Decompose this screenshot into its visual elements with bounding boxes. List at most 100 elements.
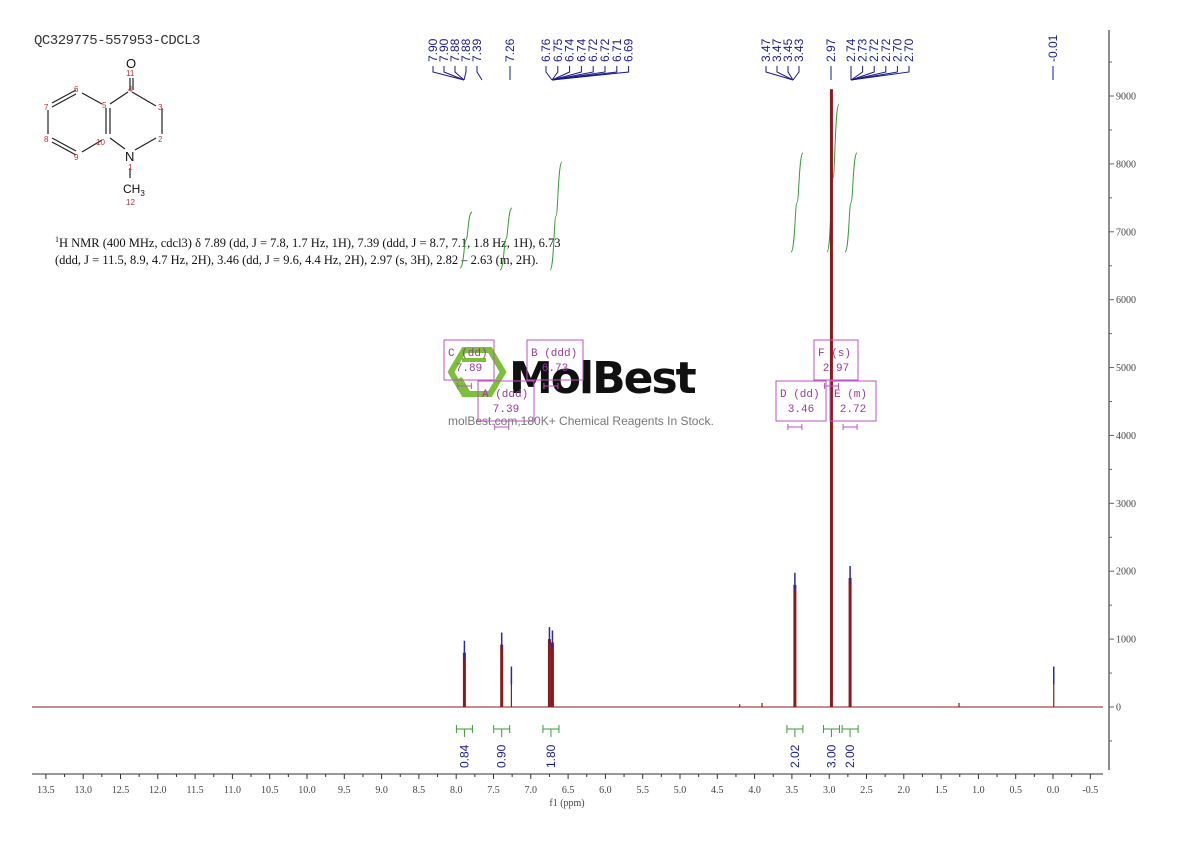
x-tick-label: 8.0	[450, 785, 463, 796]
svg-text:5: 5	[102, 101, 107, 110]
peak-shift-label: 6.74	[563, 38, 577, 62]
multiplet-box	[443, 339, 495, 381]
nmr-description-line-1: 1H NMR (400 MHz, cdcl3) δ 7.89 (dd, J = …	[55, 235, 561, 251]
integral-value: 1.80	[544, 744, 558, 768]
x-tick-label: 12.0	[149, 785, 167, 796]
y-tick-label: 7000	[1116, 227, 1136, 238]
spectrum-peak	[848, 578, 852, 707]
y-tick-label: 4000	[1116, 431, 1136, 442]
multiplet-shift: 2.72	[840, 404, 866, 416]
x-tick-label: 4.0	[748, 785, 761, 796]
peak-shift-label: 3.47	[759, 38, 773, 62]
spectrum-peak	[462, 652, 466, 707]
sample-id-title: QC329775-557953-CDCL3	[34, 33, 200, 49]
multiplet-shift: 2.97	[823, 363, 849, 375]
peak-shift-label: 2.72	[867, 38, 881, 62]
peak-shift-label: 6.69	[622, 38, 636, 62]
spectrum-peak	[829, 89, 833, 707]
y-tick-label: 5000	[1116, 363, 1136, 374]
x-tick-label: 7.5	[487, 785, 500, 796]
x-tick-label: 3.0	[823, 785, 836, 796]
peak-shift-label: 2.70	[890, 38, 904, 62]
x-tick-label: 6.0	[599, 785, 612, 796]
svg-text:1: 1	[128, 163, 133, 172]
x-tick-label: 10.0	[298, 785, 316, 796]
peak-shift-label: 3.43	[792, 38, 806, 62]
peak-shift-label: 2.97	[824, 38, 838, 62]
x-axis: 13.5 13.0 12.5 12.0 11.5 11.0 10.5 10.0 9.5 9.0 8.…	[32, 773, 1103, 809]
x-tick-label: 2.0	[898, 785, 911, 796]
x-tick-label: 11.5	[187, 785, 204, 796]
x-tick-label: 13.5	[37, 785, 55, 796]
multiplet-type: F (s)	[818, 348, 851, 360]
x-tick-label: 7.0	[525, 785, 538, 796]
peak-shift-label: 7.90	[426, 38, 440, 62]
x-tick-label: 5.5	[636, 785, 649, 796]
svg-text:3: 3	[158, 103, 163, 112]
y-axis: 0 1000 2000 3000 4000 5000 6000 7000 8000 9000	[1108, 30, 1136, 770]
multiplet-type: D (dd)	[780, 389, 820, 401]
multiplet-box	[477, 380, 535, 422]
peak-shift-label: 2.74	[844, 38, 858, 62]
peak-labels: 7.907.907.887.887.39 7.26 6.766.756.746.74…	[426, 34, 1060, 81]
molecule-structure: O 11 4 3 2 N 1 CH3 12 10 5 6 7 8 9	[44, 56, 163, 207]
peak-shift-label: 6.71	[610, 38, 624, 62]
watermark: MolBest molBest.com,180K+ Chemical Reagen…	[447, 347, 714, 428]
svg-text:4: 4	[128, 85, 133, 94]
spectrum-peak	[761, 702, 763, 707]
x-tick-label: 0.0	[1047, 785, 1060, 796]
integral-value: 2.02	[788, 744, 802, 768]
x-tick-label: 6.5	[562, 785, 575, 796]
integral-labels: 0.84 0.90 1.80 2.02 3.00 2.00	[455, 725, 859, 768]
x-tick-label: 9.0	[375, 785, 388, 796]
peak-shift-label: 7.88	[448, 38, 462, 62]
svg-text:8: 8	[44, 135, 49, 144]
peak-shift-label: 2.70	[902, 38, 916, 62]
y-tick-label: 6000	[1116, 295, 1136, 306]
svg-text:2: 2	[158, 135, 163, 144]
peak-shift-label: 6.75	[551, 38, 565, 62]
svg-text:10: 10	[96, 138, 105, 147]
peak-shift-label: 7.26	[503, 38, 517, 62]
x-tick-label: 2.5	[860, 785, 873, 796]
spectrum-peak	[547, 639, 551, 707]
integral-value: 0.84	[457, 744, 471, 768]
x-tick-label: 5.0	[674, 785, 687, 796]
multiplet-box	[526, 339, 584, 381]
svg-text:9: 9	[74, 153, 79, 162]
multiplet-boxes: A (ddd) 7.39 B (ddd) 6.73 C (dd) 7.89 D (dd) 3.…	[443, 339, 877, 430]
integral-value: 0.90	[495, 744, 509, 768]
multiplet-shift: 7.89	[456, 363, 482, 375]
integral-value: 3.00	[824, 744, 838, 768]
peak-shift-label: 7.39	[470, 38, 484, 62]
peak-shift-label: -0.01	[1046, 34, 1060, 62]
multiplet-shift: 6.73	[542, 363, 568, 375]
multiplet-type: C (dd)	[448, 348, 488, 360]
nmr-description: 1H NMR (400 MHz, cdcl3) δ 7.89 (dd, J = …	[55, 231, 615, 269]
peak-shift-label: 6.72	[598, 38, 612, 62]
multiplet-type: B (ddd)	[531, 348, 577, 360]
x-tick-label: 4.5	[711, 785, 724, 796]
x-tick-label: 10.5	[261, 785, 279, 796]
x-tick-label: -0.5	[1082, 785, 1098, 796]
spectrum-peak	[739, 704, 741, 707]
nmr-description-line-2: (ddd, J = 11.5, 8.9, 4.7 Hz, 2H), 3.46 (…	[55, 253, 539, 268]
spectrum-peak	[510, 678, 513, 707]
molbest-logo-icon	[447, 347, 507, 397]
x-axis-label: f1 (ppm)	[549, 798, 584, 809]
nitrogen-atom: N	[125, 149, 134, 164]
spectrum-peak	[1053, 678, 1055, 707]
spectrum-peak	[958, 702, 960, 707]
peak-shift-label: 6.76	[539, 38, 553, 62]
spectrum-trace	[32, 89, 1103, 708]
y-tick-label: 9000	[1116, 92, 1136, 103]
x-tick-label: 3.5	[786, 785, 799, 796]
svg-text:12: 12	[126, 198, 135, 207]
x-tick-label: 9.5	[338, 785, 351, 796]
x-tick-label: 11.0	[224, 785, 241, 796]
methyl-group: CH3	[123, 182, 145, 198]
spectrum-peak	[550, 642, 554, 707]
oxygen-atom: O	[126, 56, 136, 71]
peak-shift-label: 2.73	[856, 38, 870, 62]
